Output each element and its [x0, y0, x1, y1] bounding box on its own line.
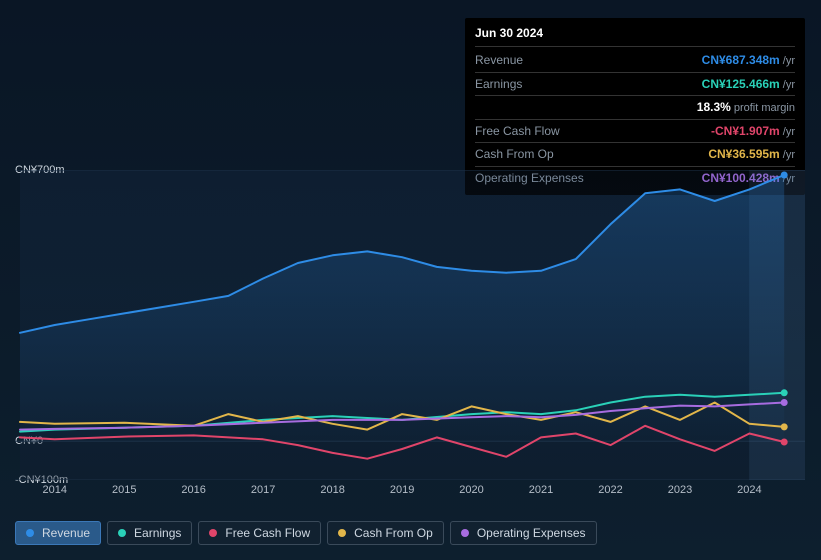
tooltip-row: Free Cash Flow -CN¥1.907m /yr: [475, 120, 795, 144]
tooltip-value: -CN¥1.907m /yr: [711, 122, 795, 141]
x-axis-label: 2017: [251, 484, 275, 496]
legend-label: Revenue: [42, 526, 90, 540]
legend-item-revenue[interactable]: Revenue: [15, 521, 101, 545]
tooltip-row: Revenue CN¥687.348m /yr: [475, 49, 795, 73]
legend-label: Free Cash Flow: [225, 526, 310, 540]
legend-item-cash-from-op[interactable]: Cash From Op: [327, 521, 444, 545]
legend-swatch: [118, 529, 126, 537]
legend-swatch: [26, 529, 34, 537]
x-axis-label: 2022: [598, 484, 622, 496]
legend-swatch: [461, 529, 469, 537]
x-axis-label: 2015: [112, 484, 136, 496]
x-axis-label: 2023: [668, 484, 692, 496]
tooltip-label: Earnings: [475, 75, 522, 94]
x-axis-label: 2024: [737, 484, 761, 496]
x-axis-label: 2014: [42, 484, 66, 496]
line-chart[interactable]: [15, 170, 805, 480]
tooltip-date: Jun 30 2024: [475, 24, 795, 47]
legend-label: Cash From Op: [354, 526, 433, 540]
tooltip-value: 18.3% profit margin: [697, 98, 795, 117]
chart-area: CN¥700mCN¥0-CN¥100m: [15, 160, 805, 490]
tooltip-row: 18.3% profit margin: [475, 96, 795, 120]
legend-swatch: [209, 529, 217, 537]
legend-label: Earnings: [134, 526, 181, 540]
legend-item-operating-expenses[interactable]: Operating Expenses: [450, 521, 597, 545]
chart-legend: Revenue Earnings Free Cash Flow Cash From O…: [15, 521, 597, 545]
x-axis-label: 2020: [459, 484, 483, 496]
legend-label: Operating Expenses: [477, 526, 586, 540]
legend-item-free-cash-flow[interactable]: Free Cash Flow: [198, 521, 321, 545]
x-axis-label: 2019: [390, 484, 414, 496]
tooltip-label: Revenue: [475, 51, 523, 70]
tooltip-value: CN¥125.466m /yr: [702, 75, 795, 94]
x-axis-label: 2018: [320, 484, 344, 496]
x-axis-label: 2016: [181, 484, 205, 496]
tooltip-row: Earnings CN¥125.466m /yr: [475, 73, 795, 97]
legend-swatch: [338, 529, 346, 537]
x-axis-label: 2021: [529, 484, 553, 496]
tooltip-label: Free Cash Flow: [475, 122, 560, 141]
tooltip-value: CN¥687.348m /yr: [702, 51, 795, 70]
legend-item-earnings[interactable]: Earnings: [107, 521, 192, 545]
x-axis: 2014 2015 2016 2017 2018 2019 2020 2021 2022 2023…: [15, 484, 805, 500]
